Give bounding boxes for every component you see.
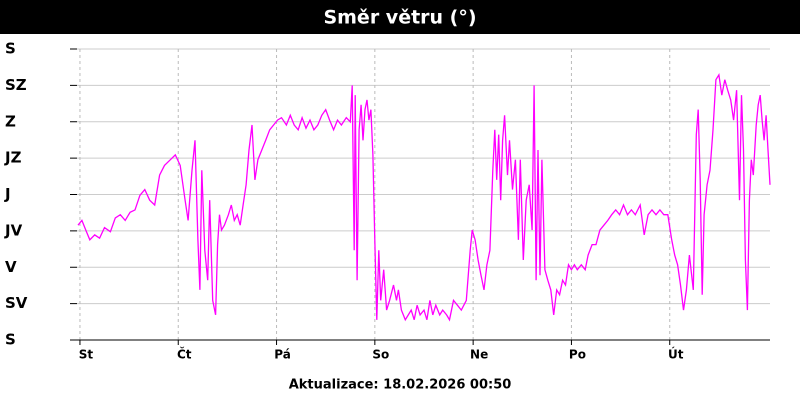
x-tick-label: Ne — [470, 348, 488, 362]
y-tick-label: JV — [4, 221, 23, 239]
y-tick-label: J — [4, 185, 11, 203]
y-tick-label: V — [5, 258, 17, 276]
y-tick-label: S — [5, 40, 16, 58]
y-tick-label: JZ — [4, 149, 22, 167]
x-tick-label: St — [79, 348, 94, 362]
x-tick-label: Čt — [177, 347, 192, 362]
title-bar — [0, 0, 800, 34]
y-tick-label: SV — [5, 294, 28, 312]
x-tick-label: Pá — [274, 348, 291, 362]
y-tick-label: S — [5, 331, 16, 349]
y-tick-label: SZ — [5, 76, 27, 94]
footer: Aktualizace: 18.02.2026 00:50 — [289, 378, 512, 393]
x-tick-label: Út — [668, 347, 684, 362]
x-tick-label: Po — [569, 348, 586, 362]
wind-direction-line — [77, 73, 771, 322]
chart-title: Směr větru (°) — [323, 7, 476, 29]
x-tick-label: So — [372, 348, 389, 362]
y-tick-label: Z — [5, 112, 16, 130]
